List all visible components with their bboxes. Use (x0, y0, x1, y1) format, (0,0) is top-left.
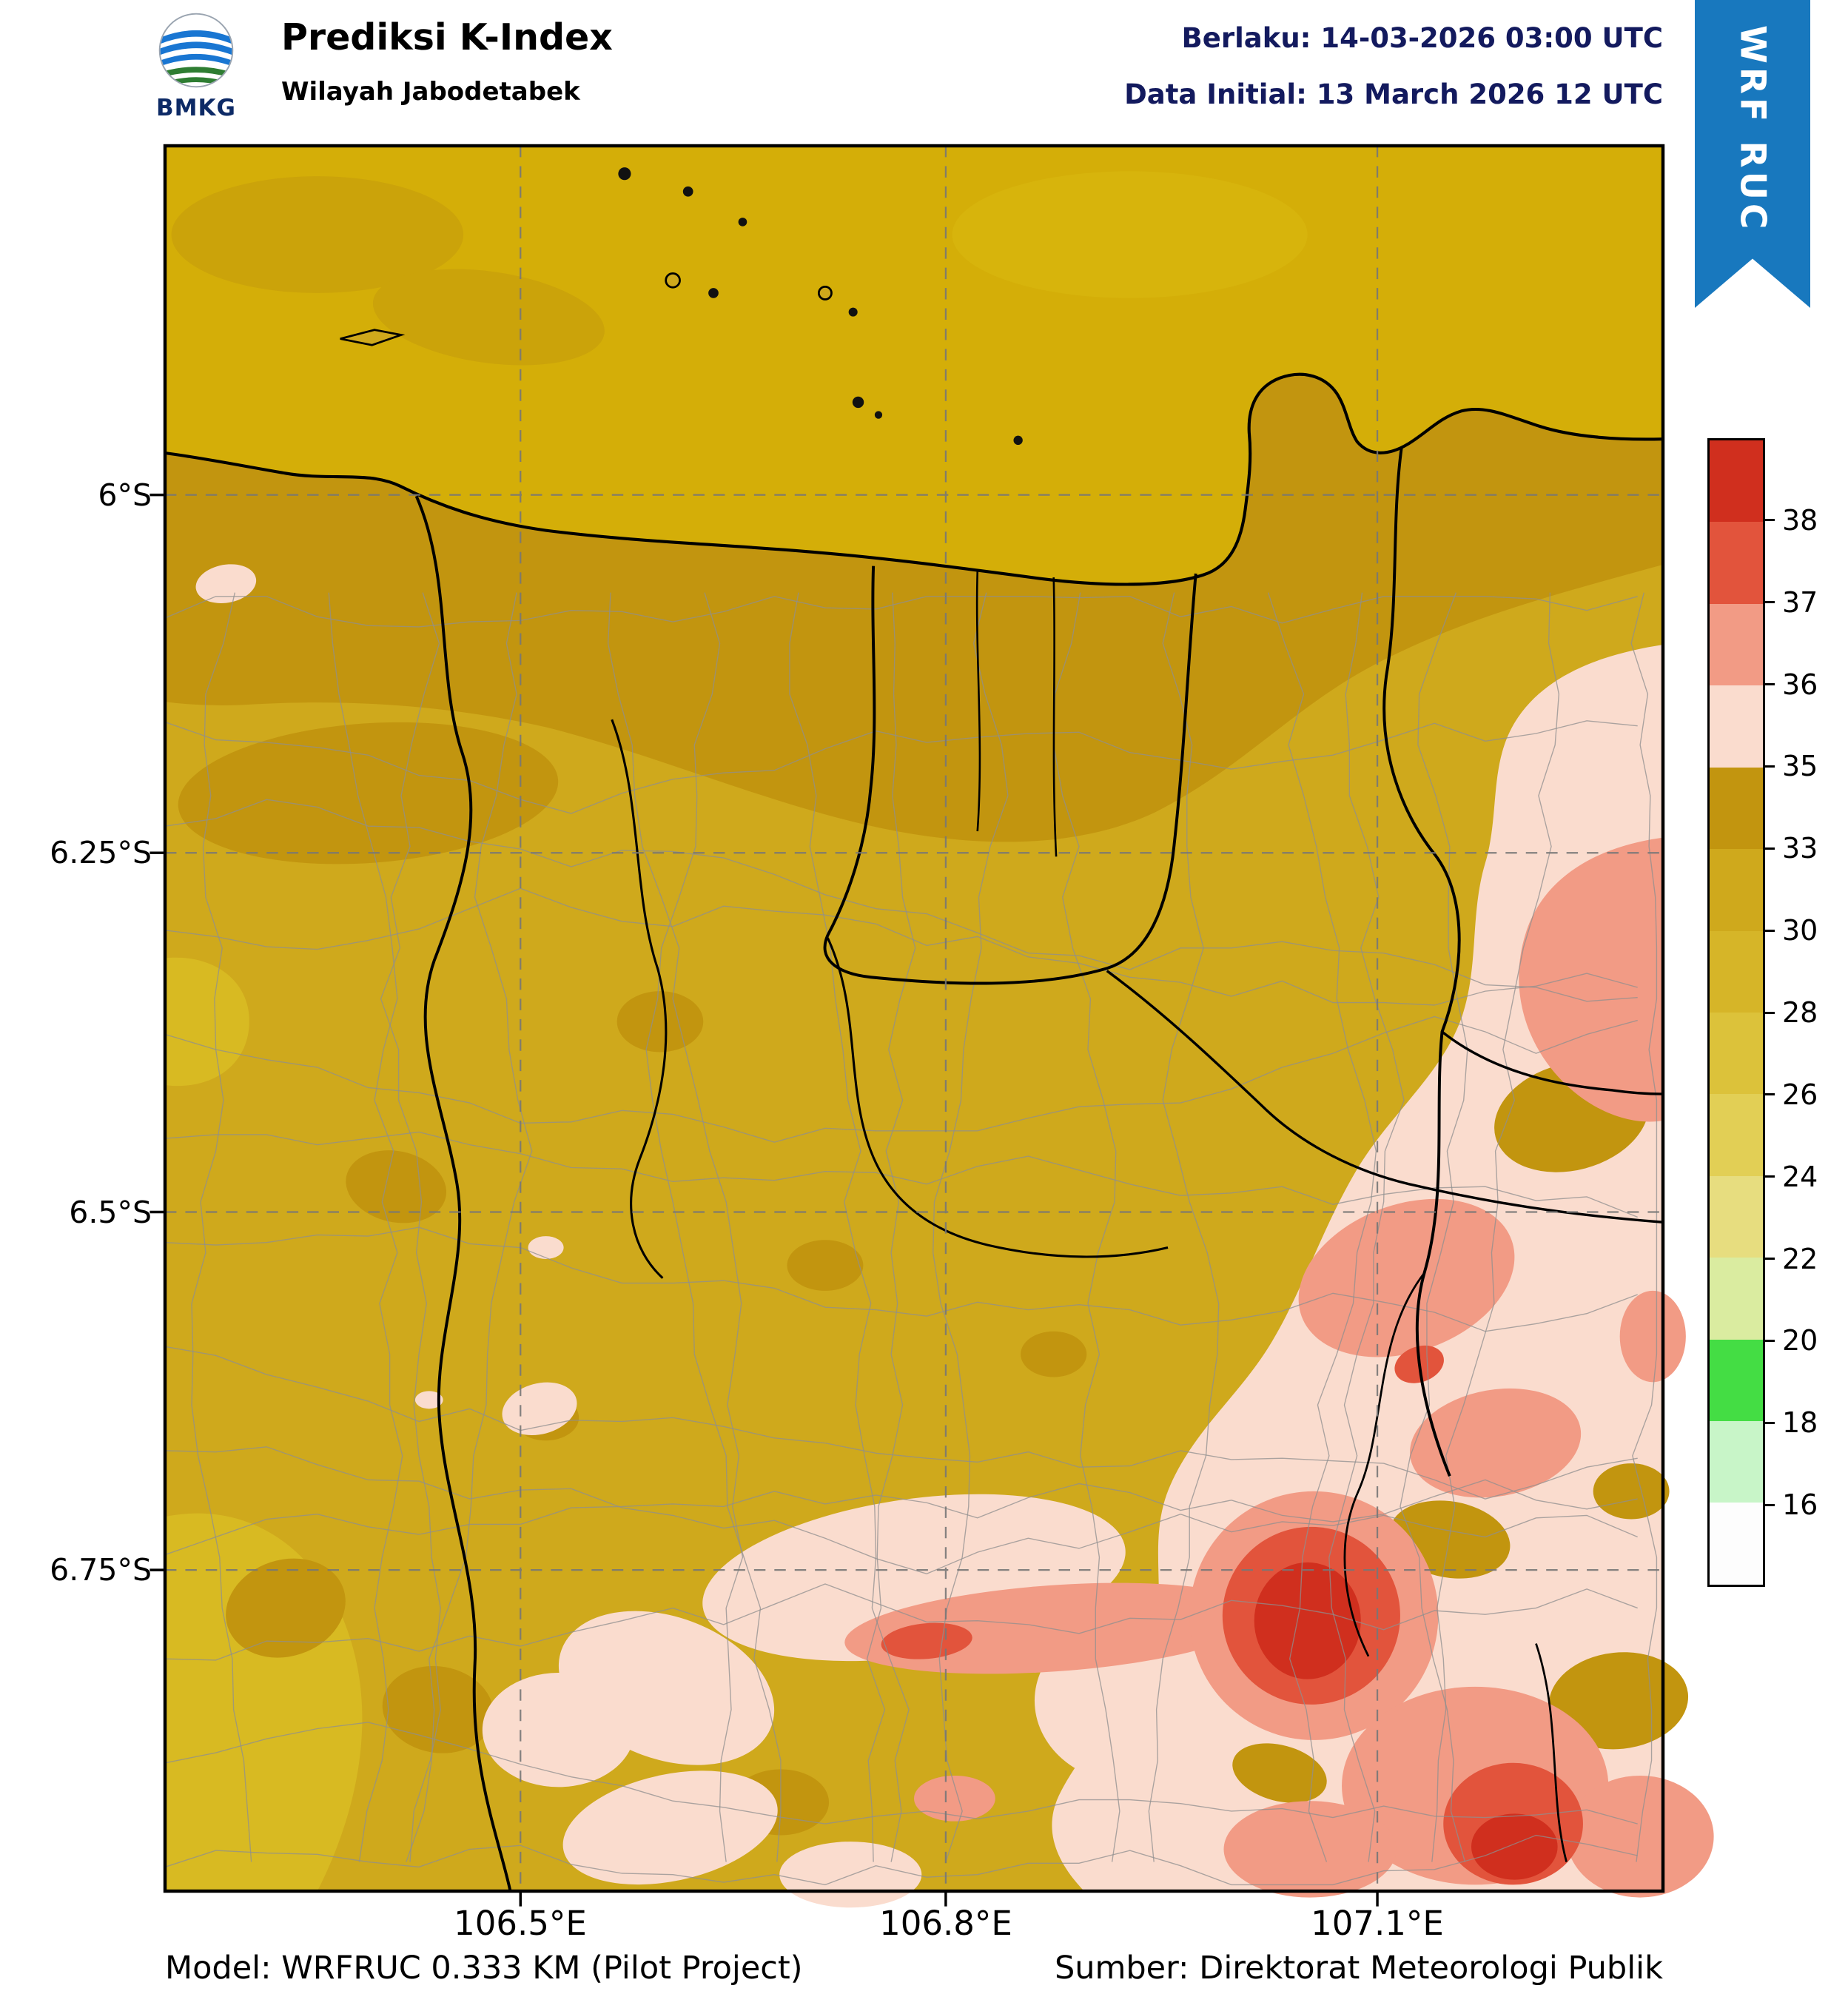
valid-time: Berlaku: 14-03-2026 03:00 UTC (1181, 22, 1663, 54)
map-canvas (149, 144, 1714, 1908)
colorbar-tick: 36 (1765, 671, 1818, 699)
y-axis-label: 6.75°S (50, 1552, 152, 1588)
colorbar-segment (1710, 1503, 1763, 1585)
colorbar-segment (1710, 849, 1763, 931)
x-axis-label: 106.5°E (454, 1904, 587, 1943)
colorbar-tick: 20 (1765, 1326, 1818, 1354)
colorbar-tick: 28 (1765, 998, 1818, 1027)
colorbar-tick-label: 24 (1782, 1160, 1818, 1193)
colorbar-tick-label: 28 (1782, 996, 1818, 1029)
agency-label: BMKG (156, 95, 236, 121)
bmkg-logo: BMKG (147, 7, 246, 138)
colorbar-tick-label: 20 (1782, 1324, 1818, 1357)
colorbar-tickmark (1765, 765, 1775, 768)
colorbar-tick-label: 36 (1782, 668, 1818, 701)
colorbar-tickmark (1765, 929, 1775, 932)
page-title: Prediksi K-Index (281, 16, 613, 58)
colorbar-tick: 37 (1765, 588, 1818, 617)
colorbar-tickmark (1765, 1175, 1775, 1178)
bmkg-logo-icon (158, 13, 234, 88)
footer-model: Model: WRFRUC 0.333 KM (Pilot Project) (165, 1950, 803, 1987)
colorbar-tick-label: 30 (1782, 914, 1818, 947)
colorbar-segment (1710, 440, 1763, 523)
colorbar-tick: 24 (1765, 1163, 1818, 1191)
colorbar-tick-label: 33 (1782, 832, 1818, 865)
x-axis-label: 107.1°E (1311, 1904, 1444, 1943)
y-axis-label: 6.25°S (50, 835, 152, 870)
colorbar-tick-label: 18 (1782, 1406, 1818, 1440)
colorbar-tick: 22 (1765, 1245, 1818, 1273)
colorbar-segment (1710, 1421, 1763, 1503)
colorbar-segment (1710, 767, 1763, 850)
colorbar-segment (1710, 522, 1763, 604)
colorbar-segment (1710, 1012, 1763, 1095)
colorbar-tick-label: 38 (1782, 503, 1818, 537)
colorbar-tickmark (1765, 1339, 1775, 1342)
colorbar-segment (1710, 930, 1763, 1013)
page-subtitle: Wilayah Jabodetabek (281, 77, 580, 107)
colorbar-segment (1710, 1258, 1763, 1340)
colorbar-tick-label: 16 (1782, 1488, 1818, 1522)
model-ribbon: WRF RUC (1695, 0, 1810, 308)
colorbar-segment (1710, 685, 1763, 768)
colorbar-tickmark (1765, 1011, 1775, 1014)
colorbar-tickmark (1765, 847, 1775, 850)
colorbar-tick: 16 (1765, 1491, 1818, 1519)
colorbar-tick-label: 22 (1782, 1242, 1818, 1275)
colorbar-tickmark (1765, 683, 1775, 686)
colorbar-tick: 18 (1765, 1409, 1818, 1437)
data-initial-time: Data Initial: 13 March 2026 12 UTC (1124, 78, 1663, 110)
colorbar-tickmark (1765, 1421, 1775, 1424)
colorbar-tick: 33 (1765, 834, 1818, 862)
colorbar-ticks: 38 37 36 35 33 30 28 26 24 22 20 18 16 (1765, 438, 1848, 1587)
x-axis-label: 106.8°E (879, 1904, 1012, 1943)
colorbar-tickmark (1765, 601, 1775, 604)
y-axis-label: 6.5°S (69, 1195, 152, 1230)
colorbar-segment (1710, 603, 1763, 686)
colorbar-segment (1710, 1339, 1763, 1422)
colorbar-tickmark (1765, 1503, 1775, 1506)
colorbar-tick: 35 (1765, 752, 1818, 780)
colorbar-tickmark (1765, 1093, 1775, 1096)
colorbar-tick-label: 26 (1782, 1078, 1818, 1111)
colorbar-tick: 38 (1765, 506, 1818, 534)
colorbar-tick: 30 (1765, 916, 1818, 944)
colorbar-segment (1710, 1175, 1763, 1258)
colorbar-tick-label: 37 (1782, 585, 1818, 619)
colorbar-segment (1710, 1094, 1763, 1176)
district-boundaries (164, 592, 1658, 1886)
footer-source: Sumber: Direktorat Meteorologi Publik (1054, 1950, 1663, 1987)
colorbar-tick: 26 (1765, 1081, 1818, 1109)
ribbon-label: WRF RUC (1732, 25, 1773, 233)
colorbar (1707, 438, 1765, 1587)
kindex-map (149, 144, 1714, 1908)
colorbar-tickmark (1765, 1258, 1775, 1260)
colorbar-tickmark (1765, 519, 1775, 522)
y-axis-label: 6°S (98, 477, 152, 513)
colorbar-tick-label: 35 (1782, 750, 1818, 783)
